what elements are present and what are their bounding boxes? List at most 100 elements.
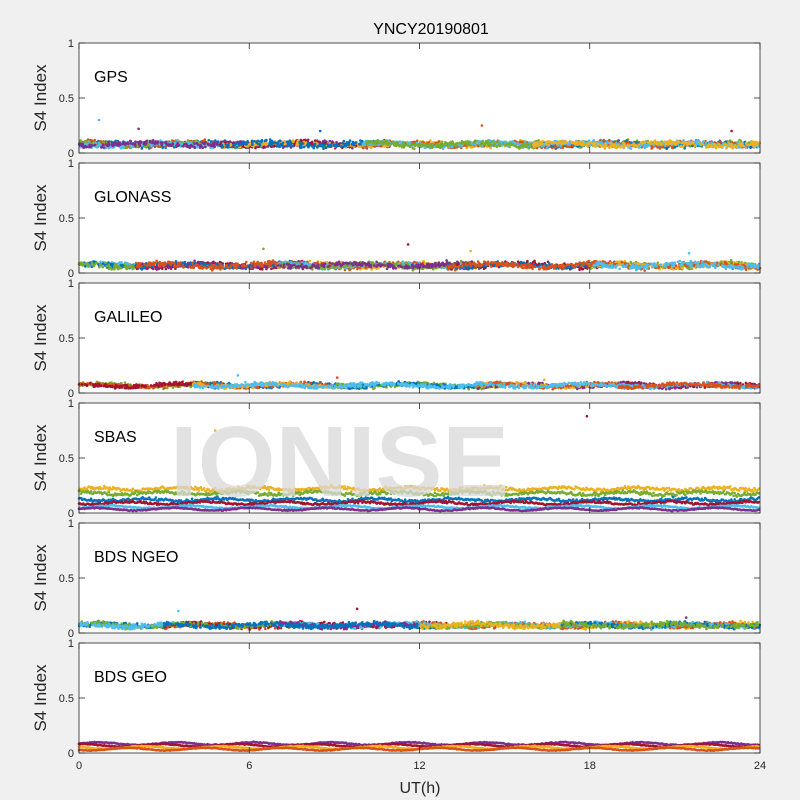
data-point: [276, 144, 279, 147]
data-point: [118, 143, 122, 146]
data-point: [446, 142, 450, 145]
data-point: [412, 143, 416, 146]
data-point: [625, 139, 628, 142]
data-point: [423, 146, 427, 149]
data-point: [213, 145, 216, 148]
data-point: [610, 144, 613, 148]
data-point: [199, 145, 202, 148]
data-point: [98, 144, 101, 147]
data-point: [441, 147, 445, 151]
data-point: [358, 143, 362, 146]
data-point: [224, 143, 228, 146]
data-point: [573, 141, 576, 144]
data-point: [104, 261, 108, 265]
data-point: [263, 142, 266, 146]
data-point: [193, 146, 197, 149]
data-point: [126, 267, 129, 270]
data-point: [138, 142, 142, 145]
data-point: [462, 141, 466, 145]
data-point: [101, 265, 104, 269]
data-point: [396, 143, 399, 146]
data-point: [671, 141, 674, 144]
data-point: [747, 143, 750, 147]
data-point: [596, 142, 600, 146]
data-point: [558, 140, 561, 143]
data-point: [622, 141, 625, 145]
data-point: [235, 146, 238, 149]
data-point: [93, 143, 96, 147]
data-point: [744, 142, 748, 145]
data-point: [490, 140, 494, 143]
data-point: [156, 142, 159, 145]
data-point: [487, 142, 491, 145]
data-point: [539, 143, 542, 146]
data-point: [268, 138, 272, 141]
data-point: [705, 146, 708, 149]
data-point: [502, 142, 505, 145]
data-point: [157, 267, 160, 271]
data-point: [167, 266, 170, 270]
data-point: [615, 146, 619, 150]
data-point: [589, 141, 592, 144]
data-point: [233, 143, 236, 147]
data-point: [223, 139, 227, 142]
data-point: [508, 145, 512, 149]
data-point: [107, 146, 111, 150]
data-point: [99, 140, 103, 143]
data-point: [425, 143, 429, 146]
data-point: [717, 143, 721, 146]
data-point: [154, 267, 157, 271]
data-point: [289, 143, 292, 146]
data-point: [524, 142, 527, 145]
data-point: [516, 145, 520, 149]
data-point: [585, 142, 589, 146]
data-point: [700, 143, 703, 146]
data-point: [400, 145, 404, 149]
data-point: [187, 141, 191, 145]
data-point: [251, 143, 254, 147]
data-point: [159, 141, 162, 144]
data-point: [306, 141, 310, 145]
data-point: [265, 138, 268, 142]
data-point: [533, 145, 536, 149]
data-point: [390, 142, 393, 146]
data-point: [123, 265, 127, 269]
data-point: [338, 144, 341, 147]
data-point: [686, 143, 689, 146]
data-point: [207, 143, 210, 146]
data-point: [581, 142, 585, 145]
data-point: [123, 262, 126, 266]
data-point: [377, 140, 381, 144]
data-point: [702, 140, 705, 143]
data-point: [428, 143, 431, 146]
data-point: [342, 139, 346, 143]
data-point: [600, 144, 603, 148]
data-point: [498, 144, 502, 148]
data-point: [295, 143, 299, 146]
data-point: [649, 140, 653, 143]
data-point: [559, 145, 562, 148]
data-point: [318, 144, 321, 147]
data-point: [176, 138, 179, 142]
data-point: [516, 142, 520, 146]
data-point: [473, 139, 477, 142]
data-point: [88, 143, 91, 147]
data-point: [667, 142, 670, 145]
data-point: [196, 143, 200, 147]
data-point: [281, 141, 285, 145]
data-point: [209, 140, 213, 143]
data-point: [570, 141, 573, 144]
data-point: [442, 143, 445, 147]
outlier-point: [137, 127, 140, 131]
data-point: [500, 140, 503, 144]
data-point: [270, 267, 273, 271]
data-point: [450, 143, 453, 146]
data-point: [730, 142, 733, 146]
data-point: [90, 261, 94, 265]
data-point: [437, 140, 441, 143]
data-point: [539, 140, 542, 144]
data-point: [593, 145, 597, 148]
